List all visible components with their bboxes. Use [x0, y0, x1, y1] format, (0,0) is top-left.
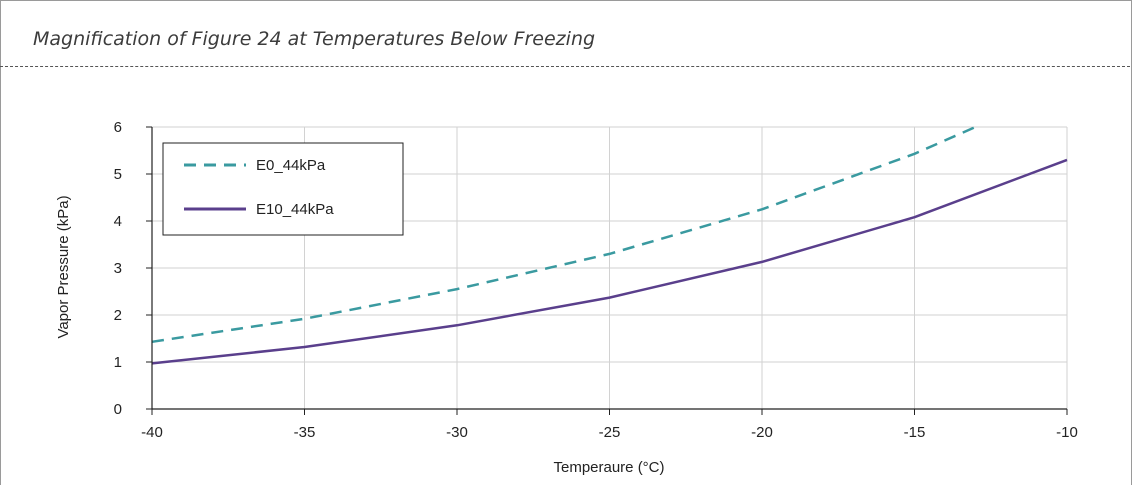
x-axis-title: Temperaure (°C): [553, 459, 664, 476]
x-tick-label: -10: [1056, 424, 1078, 441]
x-tick-label: -25: [599, 424, 621, 441]
x-tick-label: -35: [294, 424, 316, 441]
series-layer: [151, 125, 1068, 365]
legend: E0_44kPa E10_44kPa: [162, 142, 404, 236]
x-tick-label: -30: [446, 424, 468, 441]
series-line-e10_44kpa: [151, 158, 1068, 365]
y-tick-label: 1: [114, 354, 122, 371]
axes: -40 -35 -30 -25 -20 -15 -10 0 1 2 3 4 5 6: [114, 119, 1078, 441]
caption-divider: [0, 66, 1130, 67]
legend-box: [162, 142, 404, 236]
y-axis-title: Vapor Pressure (kPa): [55, 195, 72, 338]
figure-caption: Magnification of Figure 24 at Temperatur…: [33, 28, 596, 50]
y-tick-label: 5: [114, 166, 122, 183]
y-tick-label: 6: [114, 119, 122, 136]
legend-label-e10: E10_44kPa: [256, 201, 334, 218]
x-tick-label: -15: [904, 424, 926, 441]
y-tick-label: 2: [114, 307, 122, 324]
y-tick-label: 0: [114, 401, 122, 418]
x-tick-label: -20: [751, 424, 773, 441]
series-line-e0_44kpa: [151, 125, 977, 344]
y-tick-label: 3: [114, 260, 122, 277]
y-tick-label: 4: [114, 213, 122, 230]
x-tick-label: -40: [141, 424, 163, 441]
legend-label-e0: E0_44kPa: [256, 157, 326, 174]
